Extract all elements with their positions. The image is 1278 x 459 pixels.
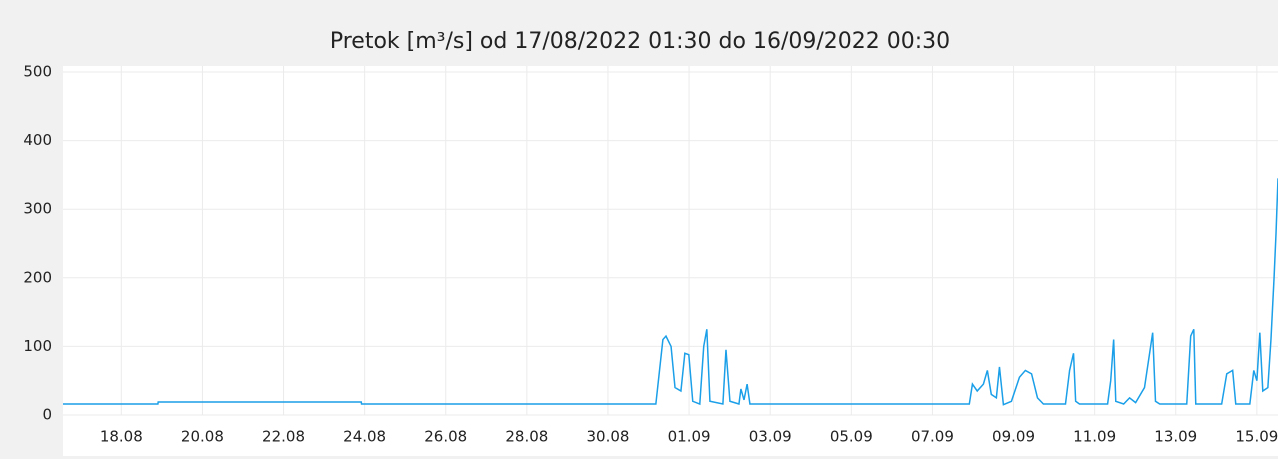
y-tick-label: 100 xyxy=(23,337,52,355)
x-tick-label: 20.08 xyxy=(181,428,224,446)
plot-area xyxy=(63,66,1278,456)
y-tick-label: 0 xyxy=(42,406,52,424)
y-tick-label: 200 xyxy=(23,268,52,286)
x-tick-label: 24.08 xyxy=(343,428,386,446)
x-tick-label: 28.08 xyxy=(505,428,548,446)
y-tick-label: 400 xyxy=(23,131,52,149)
x-tick-label: 13.09 xyxy=(1154,428,1197,446)
x-tick-label: 05.09 xyxy=(830,428,873,446)
x-tick-label: 26.08 xyxy=(424,428,467,446)
x-tick-label: 01.09 xyxy=(668,428,711,446)
x-tick-label: 03.09 xyxy=(749,428,792,446)
x-tick-label: 09.09 xyxy=(992,428,1035,446)
x-tick-label: 30.08 xyxy=(586,428,629,446)
y-tick-label: 500 xyxy=(23,63,52,81)
x-tick-label: 18.08 xyxy=(100,428,143,446)
x-tick-label: 22.08 xyxy=(262,428,305,446)
x-tick-label: 07.09 xyxy=(911,428,954,446)
x-tick-label: 15.09 xyxy=(1235,428,1278,446)
chart-title: Pretok [m³/s] od 17/08/2022 01:30 do 16/… xyxy=(330,29,950,54)
y-tick-label: 300 xyxy=(23,200,52,218)
data-line xyxy=(63,178,1278,406)
x-tick-label: 11.09 xyxy=(1073,428,1116,446)
